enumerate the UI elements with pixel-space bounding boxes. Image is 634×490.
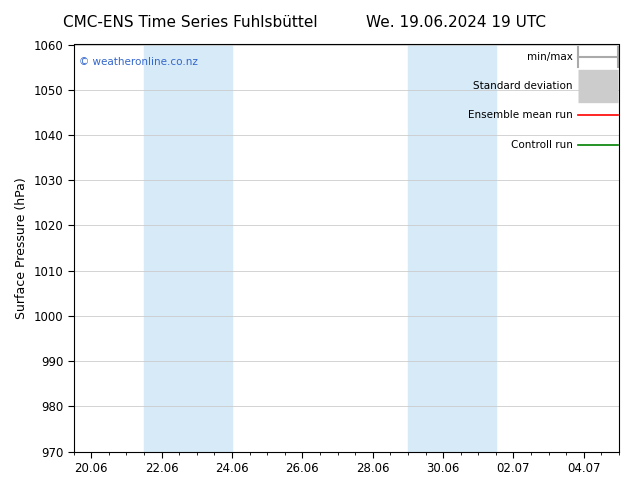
Text: Ensemble mean run: Ensemble mean run (468, 110, 573, 121)
Text: Standard deviation: Standard deviation (473, 81, 573, 91)
Text: © weatheronline.co.nz: © weatheronline.co.nz (79, 57, 198, 67)
Bar (144, 45, 232, 452)
Text: We. 19.06.2024 19 UTC: We. 19.06.2024 19 UTC (366, 15, 547, 30)
Text: CMC-ENS Time Series Fuhlsbüttel: CMC-ENS Time Series Fuhlsbüttel (63, 15, 318, 30)
Text: min/max: min/max (527, 52, 573, 62)
Y-axis label: Surface Pressure (hPa): Surface Pressure (hPa) (15, 177, 28, 319)
Text: Controll run: Controll run (511, 140, 573, 149)
Bar (408, 45, 496, 452)
